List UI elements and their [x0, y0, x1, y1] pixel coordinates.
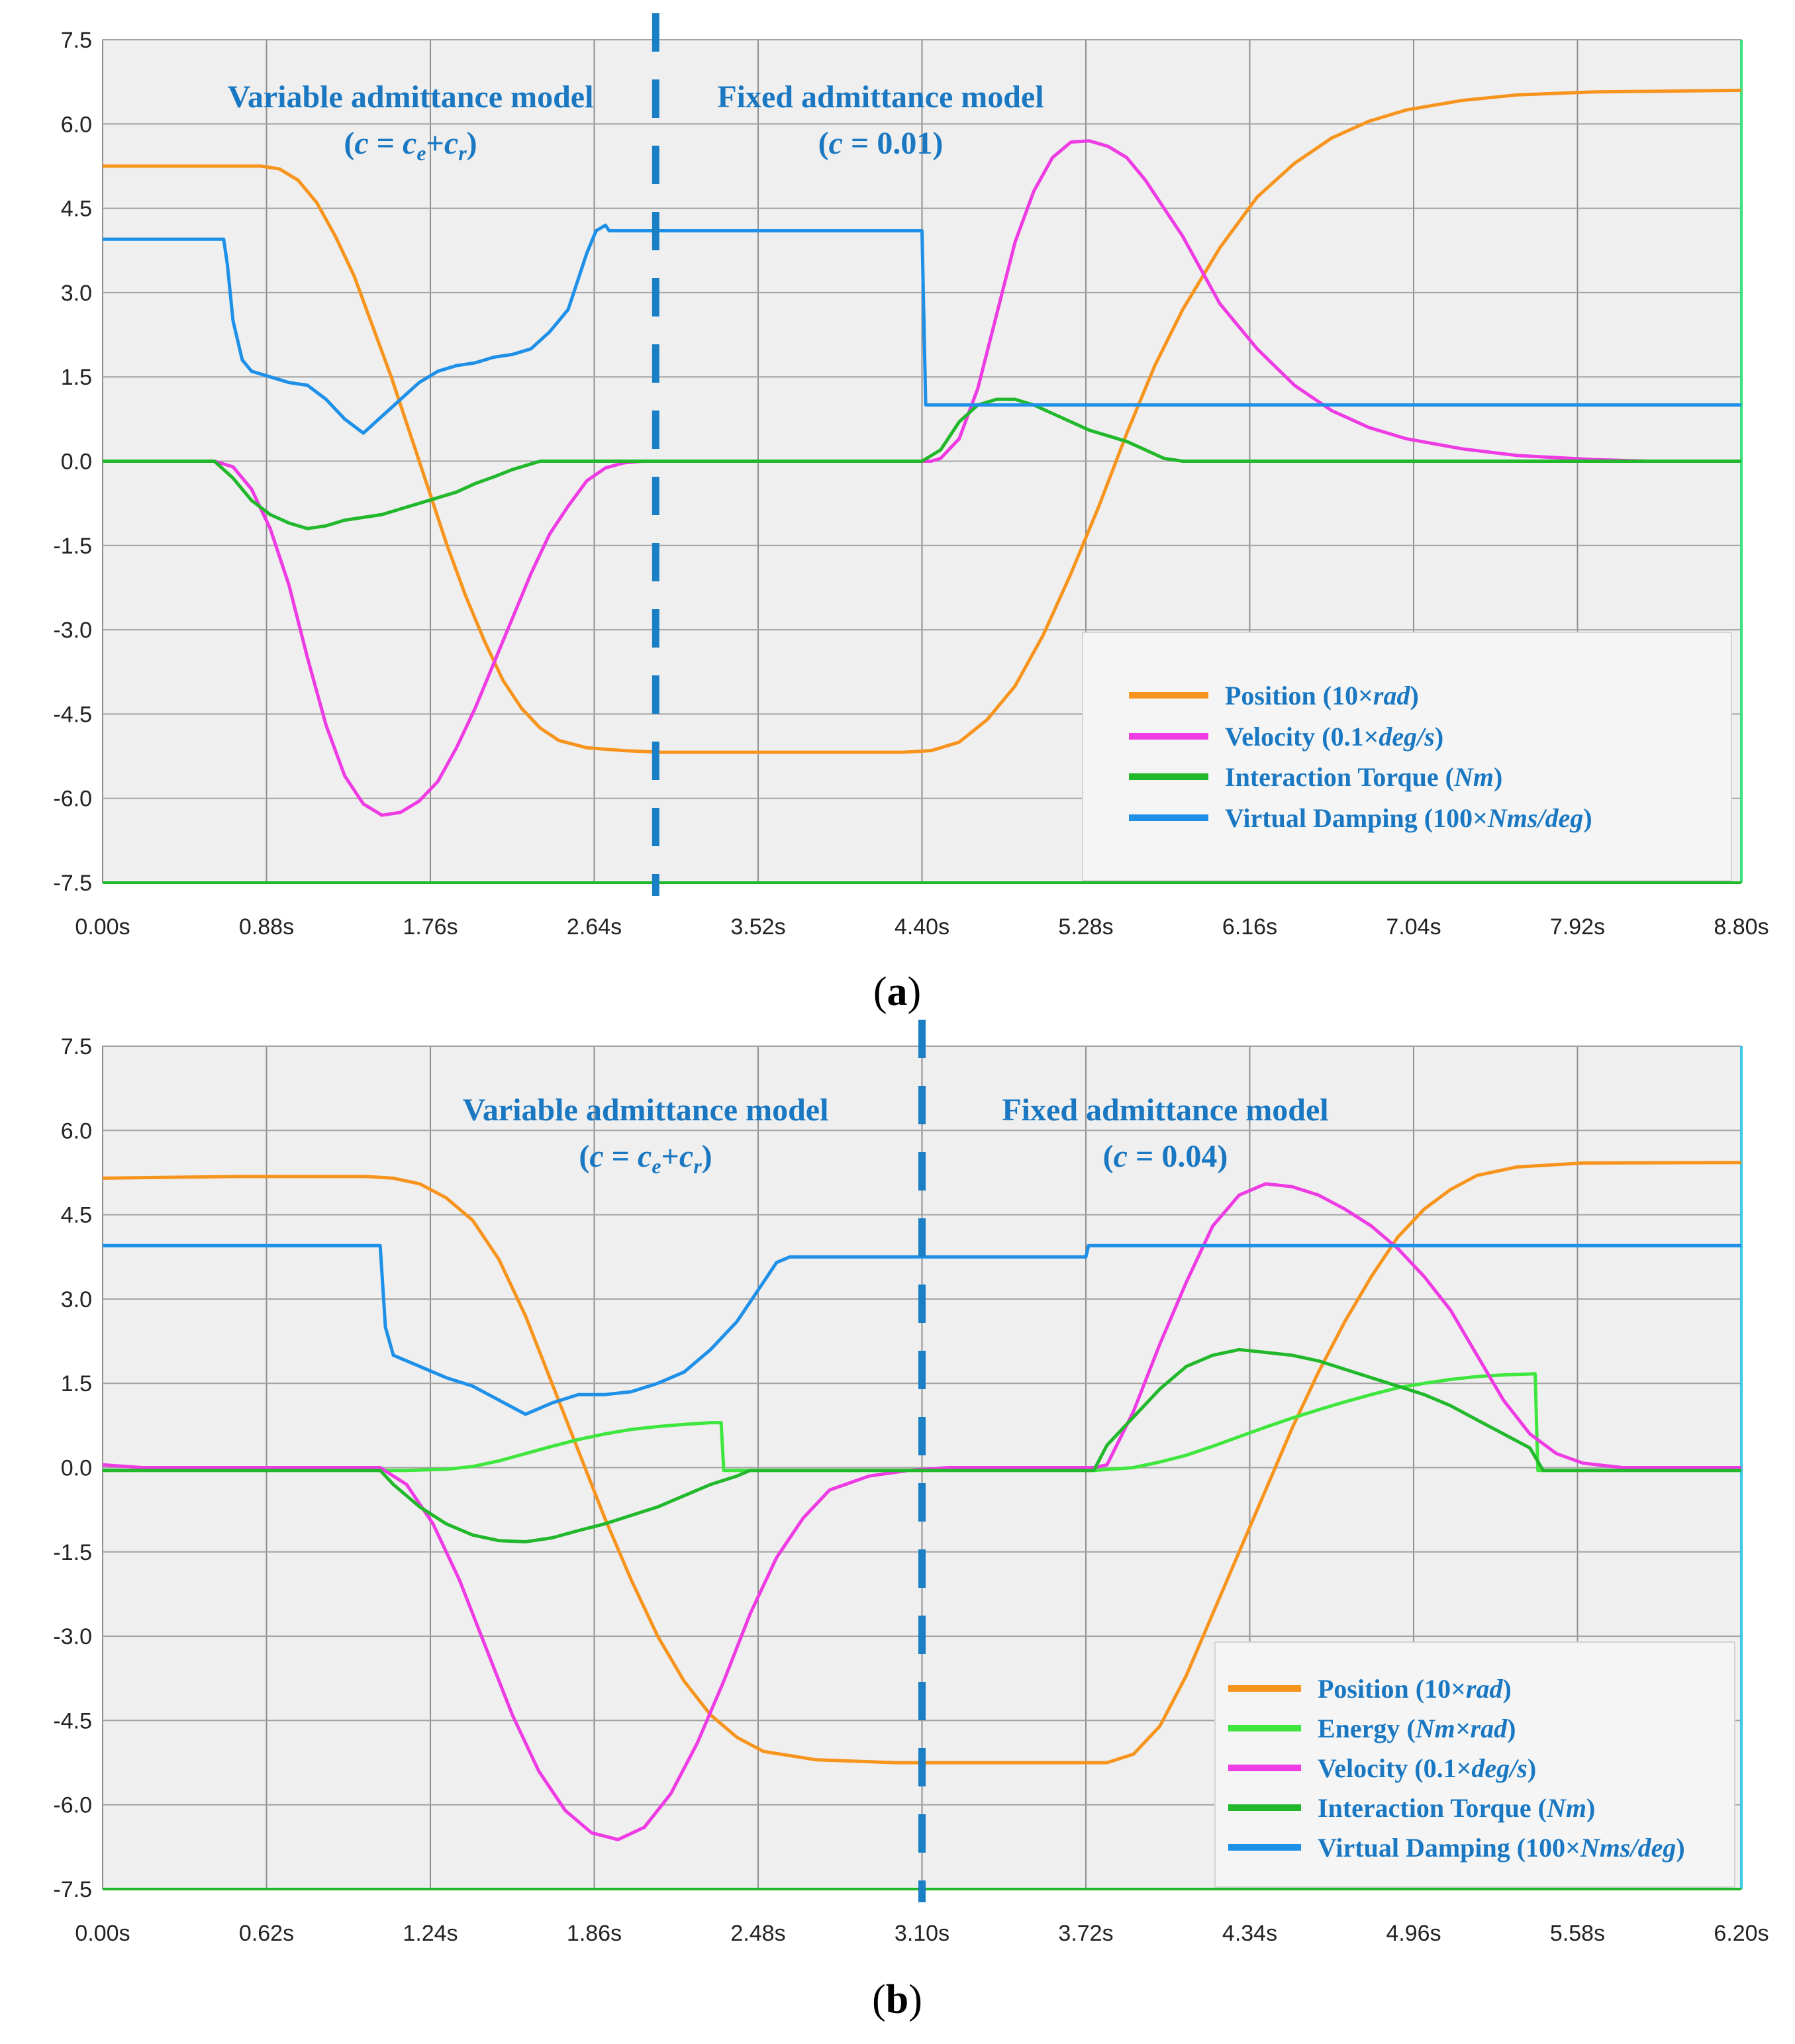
legend-label-position: Position (10×rad) [1225, 681, 1419, 710]
y-tick-label: 6.0 [61, 1118, 92, 1144]
x-tick-label: 3.72s [1058, 1921, 1113, 1946]
interaction-torque-line [103, 397, 1741, 530]
x-tick-label: 1.86s [567, 1921, 622, 1946]
caption-a: (a) [873, 969, 921, 1014]
fixed-model-label-b: Fixed admittance model [1002, 1093, 1328, 1128]
x-tick-label: 7.92s [1550, 914, 1605, 940]
y-tick-label: -4.5 [53, 1708, 92, 1733]
y-tick-label: -7.5 [53, 871, 92, 896]
x-tick-label: 5.58s [1550, 1921, 1605, 1946]
velocity-line [103, 139, 1741, 817]
panel-a: 7.5 6.0 4.5 3.0 1.5 0.0 -1.5 -3.0 -4.5 -… [53, 13, 1769, 1014]
series-b [102, 1161, 1742, 1841]
y-tick-label: 1.5 [61, 365, 92, 390]
variable-model-formula-a: (c = ce+cr) [344, 126, 477, 165]
caption-b: (b) [872, 1977, 922, 2022]
legend-label-interaction-torque: Interaction Torque (Nm) [1225, 762, 1502, 792]
x-tick-label: 1.24s [403, 1921, 458, 1946]
y-tick-label: 7.5 [61, 1034, 92, 1059]
y-tick-label: -3.0 [53, 1624, 92, 1649]
legend-label-virtual-damping: Virtual Damping (100×Nms/deg) [1225, 803, 1592, 833]
velocity-line [102, 1182, 1741, 1841]
legend-label-velocity: Velocity (0.1×deg/s) [1318, 1753, 1536, 1783]
x-tick-label: 3.52s [730, 914, 785, 940]
x-tick-label: 0.00s [75, 914, 130, 940]
legend-a: Position (10×rad) Velocity (0.1×deg/s) I… [1082, 632, 1732, 881]
y-tick-label: 7.5 [61, 28, 92, 53]
legend-box-a [1082, 632, 1732, 881]
x-tick-labels-a: 0.00s 0.88s 1.76s 2.64s 3.52s 4.40s 5.28… [75, 914, 1769, 940]
legend-label-energy: Energy (Nm×rad) [1318, 1714, 1516, 1743]
y-tick-label: -6.0 [53, 787, 92, 812]
x-tick-label: 4.96s [1386, 1921, 1441, 1946]
x-tick-label: 8.80s [1714, 914, 1769, 940]
y-tick-label: 1.5 [61, 1371, 92, 1396]
panel-b: 7.5 6.0 4.5 3.0 1.5 0.0 -1.5 -3.0 -4.5 -… [53, 1020, 1769, 2022]
x-tick-label: 1.76s [403, 914, 458, 940]
x-tick-label: 2.48s [730, 1921, 785, 1946]
y-tick-label: 4.5 [61, 197, 92, 222]
energy-line [103, 1372, 1741, 1473]
y-tick-label: 0.0 [61, 1456, 92, 1481]
legend-label-velocity: Velocity (0.1×deg/s) [1225, 722, 1443, 752]
x-tick-label: 0.00s [75, 1921, 130, 1946]
y-tick-label: -7.5 [53, 1877, 92, 1902]
legend-box-b [1214, 1641, 1735, 1888]
x-tick-labels-b: 0.00s 0.62s 1.24s 1.86s 2.48s 3.10s 3.72… [75, 1921, 1769, 1946]
y-tick-label: 0.0 [61, 450, 92, 475]
y-tick-label: 3.0 [61, 281, 92, 306]
y-tick-label: -3.0 [53, 618, 92, 643]
x-tick-label: 3.10s [895, 1921, 949, 1946]
interaction-torque-line [103, 1347, 1741, 1543]
x-tick-label: 0.62s [239, 1921, 294, 1946]
fixed-model-formula-b: (c = 0.04) [1103, 1139, 1228, 1174]
virtual-damping-line [103, 223, 1741, 435]
y-tick-label: 4.5 [61, 1203, 92, 1228]
legend-label-interaction-torque: Interaction Torque (Nm) [1318, 1793, 1595, 1823]
variable-model-label-b: Variable admittance model [463, 1093, 829, 1128]
y-tick-label: -6.0 [53, 1793, 92, 1818]
y-tick-label: 6.0 [61, 112, 92, 137]
x-tick-label: 0.88s [239, 914, 294, 940]
x-tick-label: 7.04s [1386, 914, 1441, 940]
y-tick-label: 3.0 [61, 1287, 92, 1312]
virtual-damping-line [103, 1243, 1741, 1416]
series-a [103, 88, 1742, 817]
position-line [103, 88, 1742, 754]
x-tick-label: 2.64s [567, 914, 622, 940]
variable-model-formula-b: (c = ce+cr) [579, 1139, 712, 1178]
y-tick-label: -1.5 [53, 534, 92, 559]
legend-label-position: Position (10×rad) [1318, 1674, 1512, 1704]
fixed-model-label-a: Fixed admittance model [717, 79, 1043, 115]
legend-label-virtual-damping: Virtual Damping (100×Nms/deg) [1318, 1833, 1685, 1863]
x-tick-label: 6.16s [1222, 914, 1277, 940]
legend-b: Position (10×rad) Energy (Nm×rad) Veloci… [1214, 1641, 1735, 1888]
fixed-model-formula-a: (c = 0.01) [818, 126, 944, 161]
y-tick-labels-b: 7.5 6.0 4.5 3.0 1.5 0.0 -1.5 -3.0 -4.5 -… [53, 1034, 92, 1902]
y-tick-label: -1.5 [53, 1540, 92, 1565]
x-tick-label: 4.34s [1222, 1921, 1277, 1946]
variable-model-label-a: Variable admittance model [228, 79, 594, 115]
x-tick-label: 4.40s [895, 914, 949, 940]
x-tick-label: 6.20s [1714, 1921, 1769, 1946]
x-tick-label: 5.28s [1058, 914, 1113, 940]
y-tick-labels-a: 7.5 6.0 4.5 3.0 1.5 0.0 -1.5 -3.0 -4.5 -… [53, 28, 92, 896]
y-tick-label: -4.5 [53, 702, 92, 727]
